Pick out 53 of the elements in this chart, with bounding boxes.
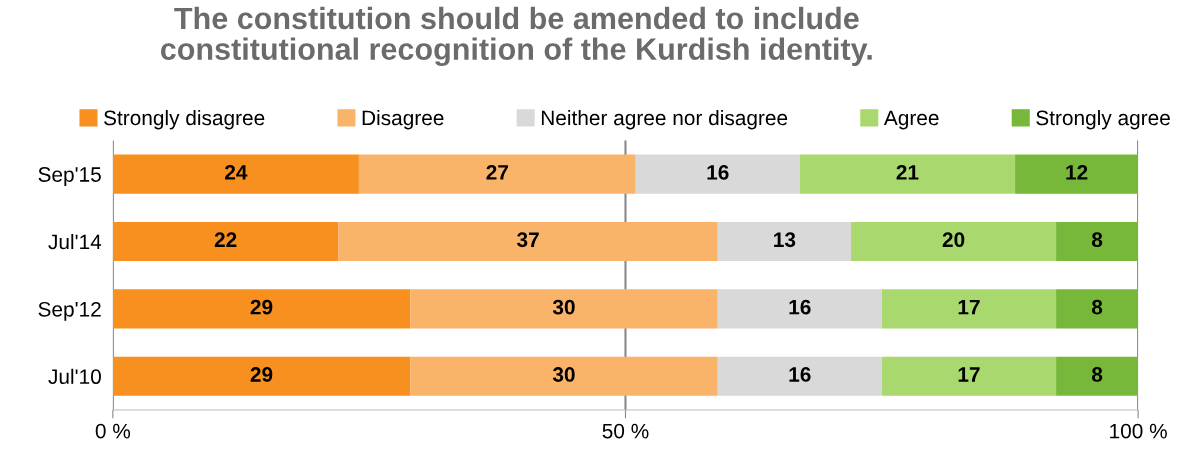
data-label: 8: [1091, 299, 1103, 315]
data-label: 21: [896, 164, 919, 180]
bar: [112, 289, 411, 329]
bar: [881, 289, 1057, 329]
data-label: 8: [1091, 232, 1103, 248]
y-tick-label: Jul'10: [48, 368, 101, 385]
data-label: 8: [1091, 367, 1103, 382]
chart-title: The constitution should be amended to include constitutional recognition of the Kurdish identity.: [160, 6, 872, 67]
x-tick-label: 50 %: [602, 423, 649, 439]
data-label: 16: [789, 299, 811, 315]
data-label: 29: [250, 367, 273, 382]
bar: [717, 356, 882, 396]
data-label: 22: [214, 232, 237, 247]
data-label: 13: [774, 232, 796, 248]
data-label: 30: [552, 367, 575, 382]
y-tick-label: Sep'15: [38, 167, 101, 186]
bar: [338, 221, 718, 262]
legend-label: Disagree: [362, 109, 444, 130]
bar: [410, 356, 718, 396]
data-label: 30: [552, 299, 575, 315]
bar: [881, 356, 1057, 396]
legend-label: Neither agree nor disagree: [541, 109, 788, 130]
x-tick-label: 100 %: [1110, 423, 1167, 439]
bar: [1056, 221, 1139, 262]
bar: [717, 289, 882, 329]
data-label: 20: [942, 232, 965, 248]
bar: [799, 154, 1016, 194]
bar: [1015, 154, 1139, 194]
data-label: 17: [958, 367, 980, 382]
bar: [1056, 356, 1139, 396]
bar: [358, 154, 636, 194]
data-label: 16: [707, 164, 729, 180]
bar: [635, 154, 800, 194]
data-label: 16: [789, 367, 811, 382]
x-tick-label: 0 %: [95, 423, 131, 439]
legend-label: Strongly agree: [1036, 109, 1170, 130]
bar: [851, 221, 1057, 262]
data-label: 17: [958, 299, 980, 315]
data-label: 27: [486, 164, 508, 180]
data-label: 12: [1066, 164, 1088, 180]
data-label: 24: [225, 164, 248, 180]
bar: [112, 154, 359, 194]
bar: [717, 221, 852, 262]
bar: [410, 289, 718, 329]
bar: [112, 356, 411, 396]
data-label: 29: [250, 299, 273, 315]
bar: [1056, 289, 1139, 329]
bar: [112, 221, 339, 262]
data-label: 37: [516, 232, 539, 248]
legend-label: Strongly disagree: [104, 109, 265, 130]
y-tick-label: Sep'12: [38, 301, 101, 321]
y-tick-label: Jul'14: [48, 233, 102, 250]
legend-label: Agree: [883, 110, 939, 130]
